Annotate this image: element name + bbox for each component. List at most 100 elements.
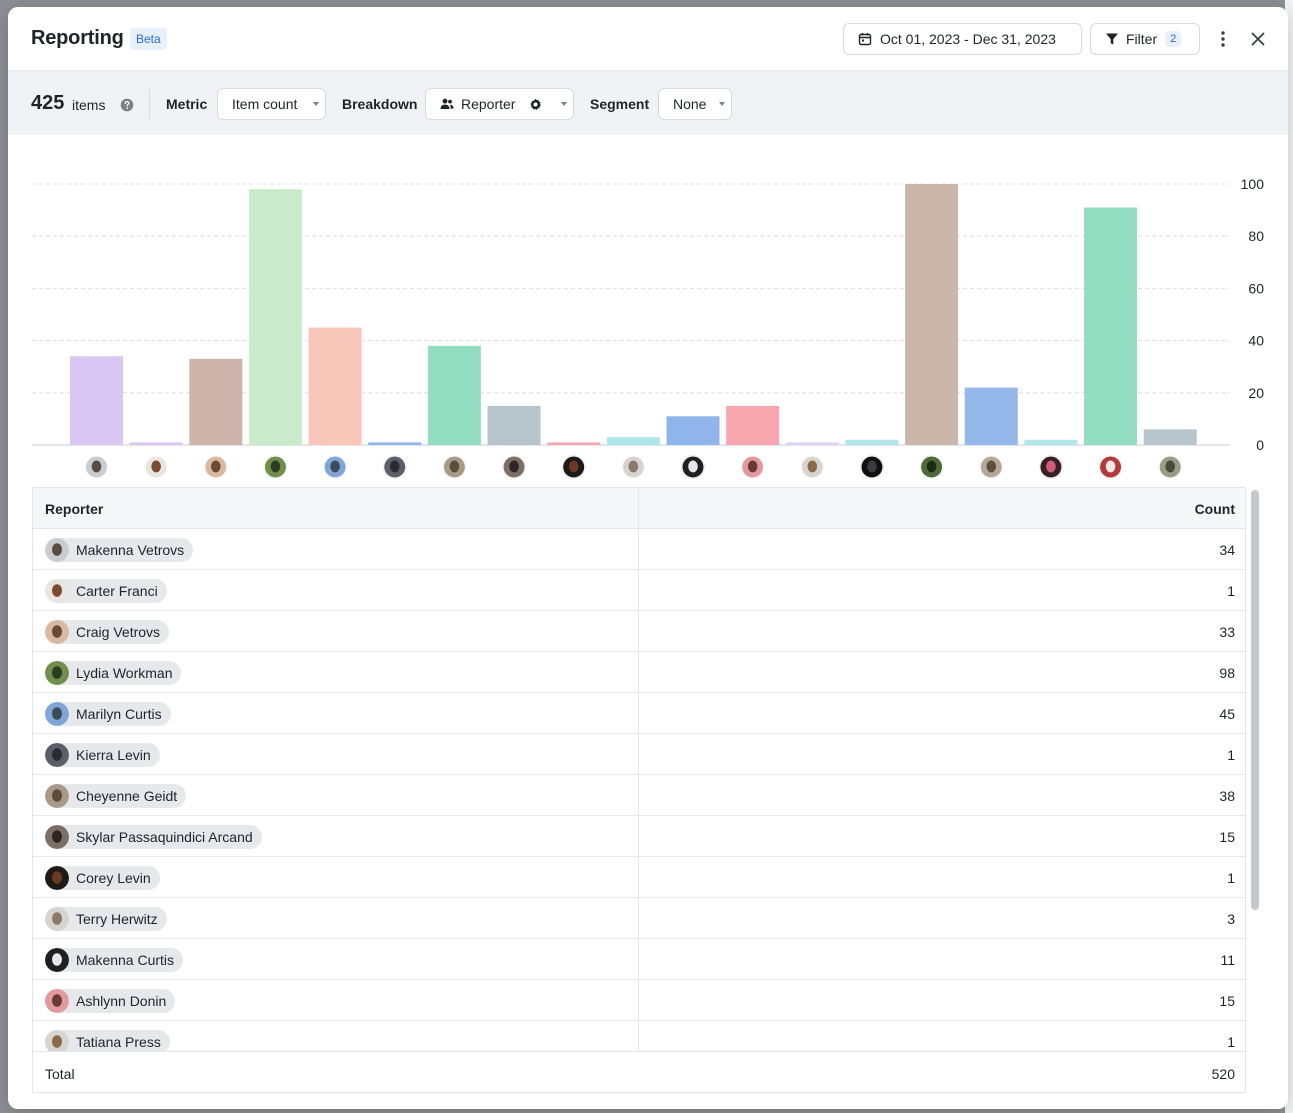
- report-table: Reporter Count Makenna Vetrovs 34 Carter F…: [32, 487, 1246, 1093]
- reporter-chip[interactable]: Makenna Vetrovs: [45, 538, 194, 562]
- chevron-down-icon: [561, 102, 567, 106]
- count-value: 98: [1219, 665, 1235, 681]
- column-header-count[interactable]: Count: [1194, 501, 1235, 517]
- filter-icon: [1106, 33, 1118, 45]
- chart-bar[interactable]: [70, 356, 123, 445]
- chart-bar[interactable]: [1143, 429, 1197, 445]
- column-divider: [638, 488, 639, 1092]
- table-scrollbar[interactable]: [1251, 490, 1259, 910]
- reporter-chip[interactable]: Kierra Levin: [45, 743, 160, 767]
- chart-bar[interactable]: [1024, 439, 1078, 445]
- reporter-chip[interactable]: Marilyn Curtis: [45, 702, 171, 726]
- reporter-chip[interactable]: Carter Franci: [45, 579, 167, 603]
- avatar: [45, 743, 69, 767]
- chart-bar[interactable]: [666, 416, 720, 445]
- total-value: 520: [1211, 1066, 1235, 1082]
- avatar: [562, 455, 586, 479]
- avatar: [45, 866, 69, 890]
- reporting-modal: Reporting Beta Oct 01, 2023 - Dec 31, 20…: [8, 7, 1288, 1109]
- reporter-chip[interactable]: Skylar Passaquindici Arcand: [45, 825, 262, 849]
- reporter-chip[interactable]: Terry Herwitz: [45, 907, 167, 931]
- count-value: 1: [1227, 870, 1235, 886]
- avatar: [85, 455, 108, 479]
- avatar: [621, 455, 645, 479]
- reporter-chip[interactable]: Craig Vetrovs: [45, 620, 170, 644]
- reporter-chip[interactable]: Ashlynn Donin: [45, 989, 176, 1013]
- vertical-dots-icon: [1221, 31, 1225, 47]
- avatar: [204, 455, 228, 479]
- avatar: [45, 1030, 69, 1051]
- table-row[interactable]: Marilyn Curtis 45: [33, 693, 1245, 734]
- avatar: [920, 455, 944, 479]
- chart-bar[interactable]: [845, 439, 899, 445]
- chart-bar[interactable]: [785, 442, 839, 445]
- avatar: [144, 455, 168, 479]
- avatar: [800, 455, 824, 479]
- reporter-name: Skylar Passaquindici Arcand: [76, 829, 253, 845]
- avatar: [1039, 455, 1063, 479]
- table-row[interactable]: Tatiana Press 1: [33, 1021, 1245, 1051]
- reporter-name: Kierra Levin: [76, 747, 151, 763]
- reporter-chip[interactable]: Tatiana Press: [45, 1030, 170, 1051]
- column-header-reporter[interactable]: Reporter: [45, 501, 104, 517]
- reporter-chip[interactable]: Lydia Workman: [45, 661, 182, 685]
- more-options-button[interactable]: [1213, 27, 1233, 51]
- date-range-button[interactable]: Oct 01, 2023 - Dec 31, 2023: [843, 23, 1082, 55]
- table-row[interactable]: Terry Herwitz 3: [33, 898, 1245, 939]
- help-icon[interactable]: [120, 98, 134, 112]
- breakdown-value: Reporter: [461, 96, 516, 112]
- chart-bar[interactable]: [308, 327, 362, 445]
- segment-value: None: [673, 96, 707, 112]
- page-title: Reporting: [31, 27, 124, 49]
- table-row[interactable]: Makenna Vetrovs 34: [33, 529, 1245, 570]
- chart-bar[interactable]: [964, 387, 1018, 445]
- count-value: 15: [1219, 829, 1235, 845]
- avatar: [45, 784, 69, 808]
- table-row[interactable]: Skylar Passaquindici Arcand 15: [33, 816, 1245, 857]
- reporter-chip[interactable]: Cheyenne Geidt: [45, 784, 187, 808]
- avatar: [45, 702, 69, 726]
- close-button[interactable]: [1246, 27, 1270, 51]
- chart-bar[interactable]: [129, 442, 183, 445]
- avatar: [45, 579, 69, 603]
- reporter-chip[interactable]: Makenna Curtis: [45, 948, 184, 972]
- chart-bar[interactable]: [726, 405, 780, 445]
- total-label: Total: [45, 1066, 75, 1082]
- chart-bar[interactable]: [189, 358, 243, 445]
- chart-bar[interactable]: [248, 189, 302, 445]
- chart-bar[interactable]: [606, 437, 660, 445]
- chart-bar[interactable]: [368, 442, 422, 445]
- avatar: [681, 455, 705, 479]
- chart-bar[interactable]: [427, 345, 481, 445]
- filter-label: Filter: [1126, 31, 1158, 47]
- table-row[interactable]: Ashlynn Donin 15: [33, 980, 1245, 1021]
- metric-select[interactable]: Item count: [217, 88, 326, 120]
- filter-count-badge: 2: [1165, 31, 1182, 47]
- count-value: 11: [1220, 952, 1235, 968]
- chart-bar[interactable]: [1084, 207, 1138, 445]
- gear-icon[interactable]: [529, 98, 542, 111]
- table-row[interactable]: Makenna Curtis 11: [33, 939, 1245, 980]
- reporter-chip[interactable]: Corey Levin: [45, 866, 160, 890]
- avatar: [45, 989, 69, 1013]
- count-value: 15: [1219, 993, 1235, 1009]
- breakdown-label: Breakdown: [342, 96, 418, 112]
- table-row[interactable]: Kierra Levin 1: [33, 734, 1245, 775]
- chart-bar[interactable]: [487, 405, 541, 445]
- table-row[interactable]: Lydia Workman 98: [33, 652, 1245, 693]
- chart-bar[interactable]: [905, 184, 959, 445]
- avatar: [860, 455, 884, 479]
- segment-select[interactable]: None: [658, 88, 732, 120]
- count-value: 1: [1227, 747, 1235, 763]
- table-row[interactable]: Corey Levin 1: [33, 857, 1245, 898]
- y-tick-label: 0: [1256, 437, 1264, 453]
- breakdown-select[interactable]: Reporter: [425, 88, 574, 120]
- chart-bar[interactable]: [547, 442, 601, 445]
- table-row[interactable]: Craig Vetrovs 33: [33, 611, 1245, 652]
- table-row[interactable]: Cheyenne Geidt 38: [33, 775, 1245, 816]
- count-value: 33: [1219, 624, 1235, 640]
- filter-button[interactable]: Filter 2: [1090, 23, 1200, 55]
- metric-value: Item count: [232, 96, 298, 112]
- table-row[interactable]: Carter Franci 1: [33, 570, 1245, 611]
- users-icon: [440, 98, 454, 109]
